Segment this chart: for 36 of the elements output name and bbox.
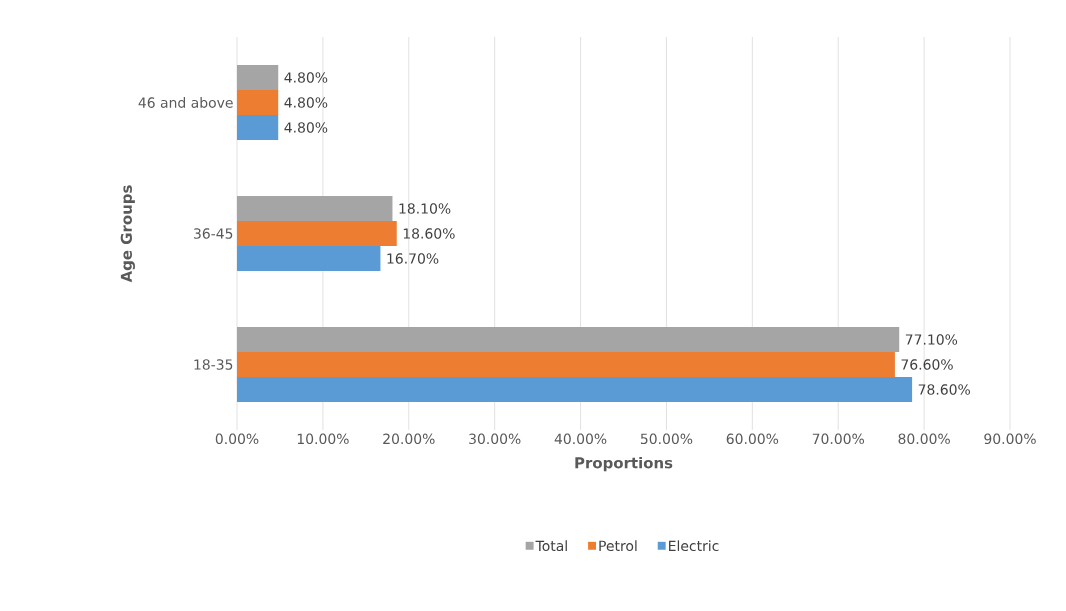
x-tick-label: 0.00% — [215, 433, 259, 445]
data-label: 4.80% — [284, 72, 328, 83]
bar — [237, 246, 381, 271]
data-label: 76.60% — [901, 359, 953, 370]
y-tick-label: 18-35 — [194, 359, 233, 370]
bar — [237, 65, 279, 90]
legend-label: Total — [535, 540, 567, 552]
bar — [237, 90, 279, 115]
bar — [237, 327, 900, 352]
data-label: 77.10% — [905, 334, 958, 345]
x-tick-label: 10.00% — [297, 433, 349, 445]
y-tick-label: 46 and above — [138, 97, 233, 108]
x-tick-label: 60.00% — [726, 433, 779, 445]
data-label: 78.60% — [918, 384, 971, 395]
x-tick-label: 20.00% — [383, 433, 435, 445]
bar — [237, 352, 895, 377]
y-tick-label: 36-45 — [194, 228, 233, 239]
legend-label: Petrol — [599, 540, 637, 552]
x-tick-label: 50.00% — [640, 433, 693, 445]
bar — [237, 196, 393, 221]
x-tick-label: 30.00% — [469, 433, 521, 445]
data-label: 18.10% — [399, 203, 451, 214]
bar — [237, 221, 397, 246]
x-tick-label: 70.00% — [812, 433, 865, 445]
y-axis-title: Age Groups — [120, 185, 135, 283]
bar — [237, 115, 279, 140]
bar — [237, 377, 913, 402]
x-tick-label: 40.00% — [554, 433, 607, 445]
data-label: 4.80% — [284, 97, 328, 108]
x-tick-label: 90.00% — [984, 433, 1036, 445]
data-label: 4.80% — [284, 122, 328, 133]
data-label: 18.60% — [403, 228, 455, 239]
x-axis-title: Proportions — [575, 456, 673, 472]
data-label: 16.70% — [387, 253, 439, 264]
legend-label: Electric — [669, 540, 719, 552]
x-tick-label: 80.00% — [898, 433, 950, 445]
